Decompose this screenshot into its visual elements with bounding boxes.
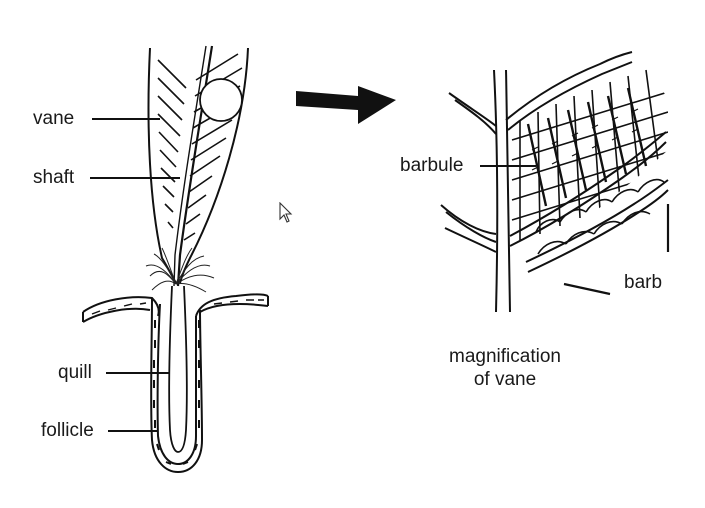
caption-line-1: magnification bbox=[449, 346, 561, 367]
label-quill: quill bbox=[58, 362, 92, 383]
label-vane: vane bbox=[33, 108, 75, 129]
afterfeather-fluff bbox=[145, 247, 215, 293]
magnify-arrow bbox=[296, 86, 396, 124]
barbule-grid bbox=[511, 69, 668, 255]
label-follicle: follicle bbox=[41, 420, 94, 441]
left-leader-lines bbox=[90, 118, 180, 432]
label-barb: barb bbox=[624, 272, 663, 293]
quill bbox=[168, 285, 188, 453]
skin-layer bbox=[82, 293, 269, 323]
label-shaft: shaft bbox=[33, 167, 75, 188]
magnify-circle bbox=[199, 78, 243, 122]
magnification-caption: magnification of vane bbox=[420, 345, 590, 391]
label-barbule: barbule bbox=[400, 155, 464, 176]
magnified-vane bbox=[440, 51, 670, 313]
follicle-outline bbox=[150, 297, 204, 474]
caption-line-2: of vane bbox=[473, 369, 537, 390]
mouse-pointer-icon bbox=[279, 202, 293, 223]
